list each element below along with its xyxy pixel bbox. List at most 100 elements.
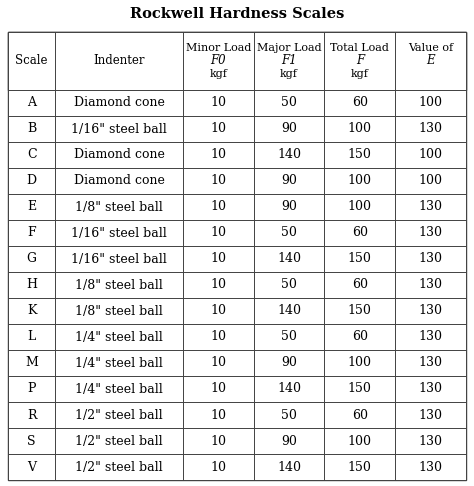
Bar bbox=[8, 116, 55, 142]
Text: Scale: Scale bbox=[15, 54, 48, 68]
Bar bbox=[325, 32, 395, 90]
Bar bbox=[325, 272, 395, 298]
Bar bbox=[395, 298, 466, 324]
Bar bbox=[395, 402, 466, 428]
Text: A: A bbox=[27, 97, 36, 109]
Bar bbox=[183, 194, 254, 220]
Text: Minor Load: Minor Load bbox=[186, 43, 251, 53]
Text: 130: 130 bbox=[419, 434, 443, 448]
Text: 90: 90 bbox=[281, 357, 297, 369]
Text: 10: 10 bbox=[210, 149, 226, 161]
Bar bbox=[395, 428, 466, 454]
Text: 90: 90 bbox=[281, 122, 297, 136]
Text: 100: 100 bbox=[348, 357, 372, 369]
Text: 90: 90 bbox=[281, 174, 297, 188]
Bar bbox=[395, 32, 466, 90]
Bar bbox=[8, 272, 55, 298]
Text: P: P bbox=[27, 382, 36, 396]
Text: 50: 50 bbox=[281, 97, 297, 109]
Bar bbox=[254, 402, 325, 428]
Text: 1/8" steel ball: 1/8" steel ball bbox=[75, 201, 163, 213]
Text: 50: 50 bbox=[281, 278, 297, 292]
Text: 1/2" steel ball: 1/2" steel ball bbox=[75, 409, 163, 421]
Bar bbox=[395, 454, 466, 480]
Bar bbox=[183, 298, 254, 324]
Bar bbox=[254, 454, 325, 480]
Text: 140: 140 bbox=[277, 461, 301, 473]
Bar bbox=[254, 376, 325, 402]
Bar bbox=[254, 324, 325, 350]
Bar bbox=[325, 454, 395, 480]
Text: 10: 10 bbox=[210, 382, 226, 396]
Bar bbox=[55, 32, 183, 90]
Text: 10: 10 bbox=[210, 278, 226, 292]
Text: G: G bbox=[27, 253, 36, 265]
Text: D: D bbox=[27, 174, 36, 188]
Text: 1/4" steel ball: 1/4" steel ball bbox=[75, 357, 163, 369]
Text: 10: 10 bbox=[210, 97, 226, 109]
Bar bbox=[395, 142, 466, 168]
Bar bbox=[325, 350, 395, 376]
Bar bbox=[8, 220, 55, 246]
Bar bbox=[395, 90, 466, 116]
Bar bbox=[8, 32, 55, 90]
Text: 60: 60 bbox=[352, 278, 368, 292]
Text: 60: 60 bbox=[352, 97, 368, 109]
Text: H: H bbox=[26, 278, 37, 292]
Bar bbox=[254, 246, 325, 272]
Text: F1: F1 bbox=[281, 54, 297, 68]
Bar bbox=[325, 194, 395, 220]
Bar bbox=[8, 194, 55, 220]
Text: 150: 150 bbox=[348, 149, 372, 161]
Bar bbox=[8, 428, 55, 454]
Bar bbox=[325, 376, 395, 402]
Bar bbox=[55, 90, 183, 116]
Text: 1/2" steel ball: 1/2" steel ball bbox=[75, 461, 163, 473]
Text: K: K bbox=[27, 305, 36, 317]
Bar bbox=[183, 90, 254, 116]
Bar bbox=[395, 220, 466, 246]
Text: V: V bbox=[27, 461, 36, 473]
Bar bbox=[325, 246, 395, 272]
Bar bbox=[55, 324, 183, 350]
Text: 10: 10 bbox=[210, 330, 226, 344]
Text: E: E bbox=[27, 201, 36, 213]
Text: 150: 150 bbox=[348, 253, 372, 265]
Bar bbox=[325, 298, 395, 324]
Bar bbox=[183, 454, 254, 480]
Bar bbox=[8, 454, 55, 480]
Bar bbox=[254, 32, 325, 90]
Bar bbox=[395, 324, 466, 350]
Text: Rockwell Hardness Scales: Rockwell Hardness Scales bbox=[130, 7, 344, 21]
Text: 100: 100 bbox=[348, 434, 372, 448]
Text: Diamond cone: Diamond cone bbox=[73, 174, 164, 188]
Bar bbox=[183, 32, 254, 90]
Text: 100: 100 bbox=[348, 201, 372, 213]
Bar bbox=[254, 350, 325, 376]
Text: 1/16" steel ball: 1/16" steel ball bbox=[71, 253, 167, 265]
Bar bbox=[8, 142, 55, 168]
Text: 60: 60 bbox=[352, 409, 368, 421]
Text: F: F bbox=[27, 226, 36, 240]
Text: 130: 130 bbox=[419, 253, 443, 265]
Bar bbox=[254, 298, 325, 324]
Text: 130: 130 bbox=[419, 409, 443, 421]
Bar bbox=[8, 376, 55, 402]
Bar bbox=[8, 402, 55, 428]
Text: 100: 100 bbox=[348, 174, 372, 188]
Text: 10: 10 bbox=[210, 122, 226, 136]
Bar bbox=[8, 246, 55, 272]
Bar bbox=[254, 194, 325, 220]
Text: 50: 50 bbox=[281, 409, 297, 421]
Text: Diamond cone: Diamond cone bbox=[73, 97, 164, 109]
Bar bbox=[325, 90, 395, 116]
Bar bbox=[254, 220, 325, 246]
Bar bbox=[325, 324, 395, 350]
Text: 10: 10 bbox=[210, 357, 226, 369]
Text: 1/4" steel ball: 1/4" steel ball bbox=[75, 330, 163, 344]
Text: L: L bbox=[27, 330, 36, 344]
Text: 130: 130 bbox=[419, 305, 443, 317]
Bar bbox=[55, 142, 183, 168]
Bar bbox=[395, 272, 466, 298]
Bar bbox=[55, 272, 183, 298]
